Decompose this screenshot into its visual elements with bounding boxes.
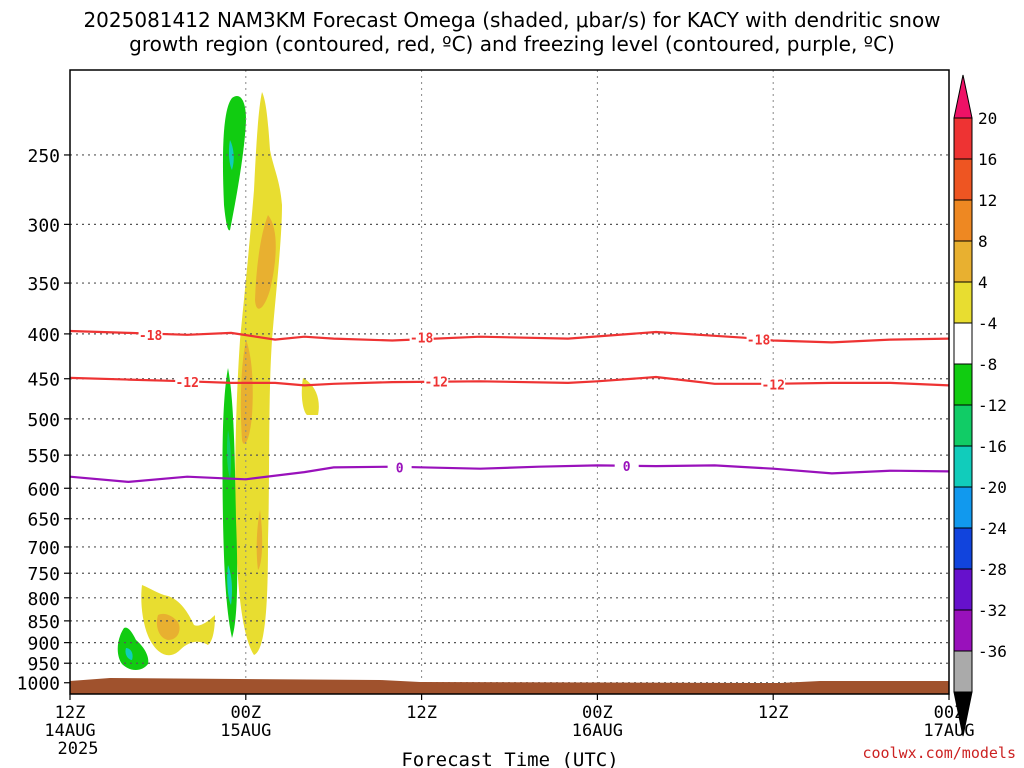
y-tick-label: 750	[27, 564, 60, 585]
chart-title-line1: 2025081412 NAM3KM Forecast Omega (shaded…	[83, 8, 941, 32]
x-tick-label: 17AUG	[923, 721, 974, 741]
colorbar-label: -32	[978, 601, 1007, 620]
colorbar-swatch	[953, 199, 973, 242]
y-tick-label: 900	[27, 634, 60, 655]
y-tick-label: 450	[27, 370, 60, 391]
contour-label: -12	[761, 379, 784, 394]
contour-label: -12	[175, 376, 198, 391]
terrain-band	[70, 678, 949, 694]
colorbar-swatch	[953, 158, 973, 201]
contour-line--18	[69, 329, 950, 344]
y-tick-label: 650	[27, 510, 60, 531]
contour-label: 0	[396, 461, 404, 476]
y-tick-label: 600	[27, 479, 60, 500]
contour-labels: -18 -18 -18 -12 -12 -12 0 0	[138, 327, 786, 476]
contour-label: -12	[425, 375, 448, 390]
x-tick-label: 15AUG	[220, 721, 271, 741]
colorbar-label: -36	[978, 642, 1007, 661]
colorbar-swatch	[953, 117, 973, 160]
colorbar-top-arrow	[953, 74, 973, 119]
credit-text: coolwx.com/models	[862, 744, 1016, 762]
contour-label-bg	[614, 459, 639, 474]
plot-frame	[69, 69, 950, 695]
y-tick-label: 950	[27, 654, 60, 675]
colorbar-label: 12	[978, 191, 997, 210]
y-tick-label: 1000	[17, 674, 60, 695]
y-tick-label: 300	[27, 215, 60, 236]
colorbar-swatch	[953, 609, 973, 652]
colorbar: 20 16 12 8 4 -4 -8 -12 -16 -20 -24 -28 -32 -36	[953, 74, 1007, 737]
contour-label: -18	[410, 332, 434, 347]
colorbar-label: -24	[978, 519, 1007, 538]
colorbar-swatch	[953, 568, 973, 611]
contour-label-bg	[761, 377, 786, 392]
contour-label-bg	[138, 327, 163, 342]
colorbar-swatch	[953, 650, 973, 693]
x-tick-label: 2025	[58, 739, 99, 759]
y-tick-label: 850	[27, 612, 60, 633]
colorbar-label: -4	[978, 314, 997, 333]
colorbar-label: -8	[978, 355, 997, 374]
y-tick-label: 550	[27, 446, 60, 467]
colorbar-swatch	[953, 322, 973, 365]
colorbar-swatch	[953, 527, 973, 570]
contour-line-0	[69, 464, 950, 484]
colorbar-label: 4	[978, 273, 988, 292]
contour-label-bg	[746, 332, 771, 347]
colorbar-label: -12	[978, 396, 1007, 415]
colorbar-label: 20	[978, 109, 997, 128]
x-tick-label: 12Z	[406, 703, 437, 723]
colorbar-bottom-arrow	[953, 691, 973, 737]
colorbar-label: 16	[978, 150, 997, 169]
colorbar-label: -16	[978, 437, 1007, 456]
contour-label-bg	[175, 375, 200, 390]
y-tick-label: 800	[27, 589, 60, 610]
colorbar-swatch	[953, 445, 973, 488]
colorbar-swatch	[953, 363, 973, 406]
x-tick-label: 16AUG	[572, 721, 623, 741]
colorbar-label: -20	[978, 478, 1007, 497]
colorbar-swatch	[953, 486, 973, 529]
contour-label-bg	[387, 460, 412, 475]
y-tick-label: 700	[27, 538, 60, 559]
y-tick-label: 250	[27, 146, 60, 167]
contour-label: -18	[139, 329, 163, 344]
x-tick-label: 00Z	[582, 703, 613, 723]
colorbar-label: -28	[978, 560, 1007, 579]
x-tick-label: 00Z	[230, 703, 261, 723]
x-tick-label: 00Z	[934, 703, 965, 723]
x-tick-label: 12Z	[758, 703, 789, 723]
y-tick-label: 400	[27, 325, 60, 346]
x-axis-label: Forecast Time (UTC)	[401, 749, 618, 768]
x-tick-label: 12Z	[55, 703, 86, 723]
ground-surface	[70, 678, 949, 694]
colorbar-swatch	[953, 404, 973, 447]
colorbar-swatch	[953, 240, 973, 283]
contour-label-bg	[409, 330, 434, 345]
contour-label-bg	[424, 374, 449, 389]
colorbar-swatch	[953, 281, 973, 324]
y-tick-label: 350	[27, 274, 60, 295]
y-axis: 2503003504004505005506006507007508008509…	[17, 146, 70, 695]
contour-label: -18	[747, 334, 771, 349]
colorbar-label: 8	[978, 232, 988, 251]
x-tick-label: 14AUG	[44, 721, 95, 741]
y-tick-label: 500	[27, 410, 60, 431]
chart-title-line2: growth region (contoured, red, ºC) and f…	[129, 32, 895, 56]
contour-label: 0	[623, 460, 631, 475]
